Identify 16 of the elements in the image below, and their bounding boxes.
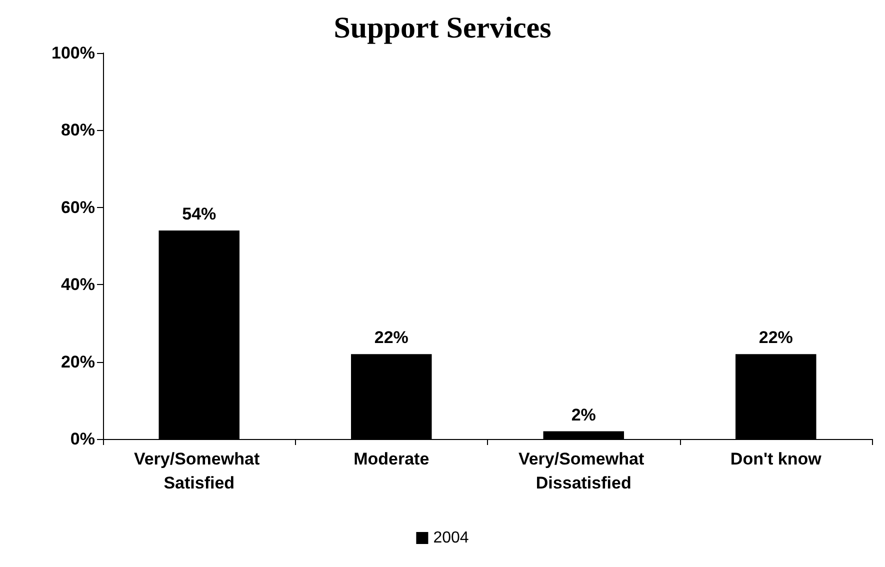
chart-title: Support Services [334, 12, 552, 44]
data-label: 22% [374, 328, 408, 348]
y-tick-label: 40% [60, 275, 95, 294]
data-label: 54% [182, 204, 216, 224]
data-label: 2% [571, 405, 596, 424]
data-label: 22% [758, 328, 793, 348]
x-tick-label: Very/Somewhat Dissatisfied [518, 450, 649, 492]
y-tick-label: 100% [52, 44, 95, 62]
x-tick-label: Moderate [354, 450, 430, 468]
y-tick-label: 60% [60, 198, 95, 217]
legend-label: 2004 [433, 530, 469, 546]
y-tick-label: 20% [60, 352, 95, 372]
x-tick-label: Very/Somewhat Satisfied [134, 450, 264, 492]
y-tick-label: 80% [60, 120, 95, 140]
x-tick-label: Don't know [730, 450, 822, 468]
y-tick-label: 0% [70, 430, 95, 448]
